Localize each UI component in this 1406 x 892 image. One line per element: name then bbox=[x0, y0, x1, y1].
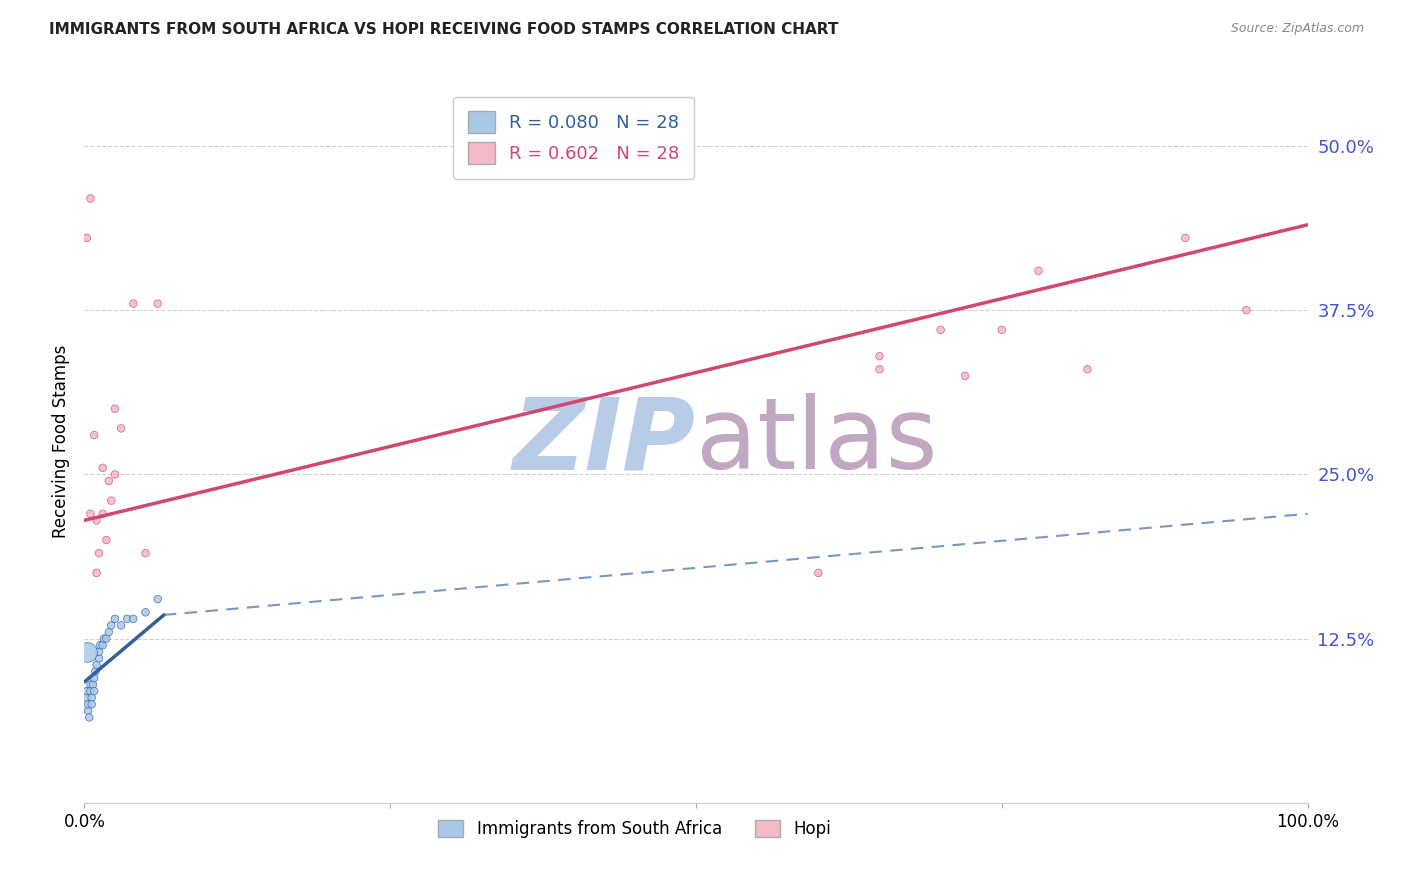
Point bbox=[146, 296, 169, 310]
Point bbox=[87, 651, 110, 665]
Point bbox=[869, 362, 891, 376]
Text: ZIP: ZIP bbox=[513, 393, 696, 490]
Point bbox=[807, 566, 830, 580]
Point bbox=[1076, 362, 1098, 376]
Point bbox=[76, 645, 98, 659]
Point bbox=[135, 605, 157, 619]
Point bbox=[76, 690, 98, 705]
Y-axis label: Receiving Food Stamps: Receiving Food Stamps bbox=[52, 345, 70, 538]
Point bbox=[115, 612, 138, 626]
Point bbox=[929, 323, 952, 337]
Point bbox=[104, 401, 127, 416]
Point bbox=[1028, 264, 1050, 278]
Point bbox=[110, 421, 132, 435]
Point bbox=[87, 645, 110, 659]
Point bbox=[76, 231, 98, 245]
Point bbox=[77, 698, 100, 712]
Legend: Immigrants from South Africa, Hopi: Immigrants from South Africa, Hopi bbox=[432, 814, 838, 845]
Point bbox=[79, 192, 101, 206]
Point bbox=[100, 618, 122, 632]
Text: Source: ZipAtlas.com: Source: ZipAtlas.com bbox=[1230, 22, 1364, 36]
Text: atlas: atlas bbox=[696, 393, 938, 490]
Point bbox=[953, 368, 976, 383]
Point bbox=[80, 698, 103, 712]
Point bbox=[83, 428, 105, 442]
Point bbox=[86, 566, 108, 580]
Text: IMMIGRANTS FROM SOUTH AFRICA VS HOPI RECEIVING FOOD STAMPS CORRELATION CHART: IMMIGRANTS FROM SOUTH AFRICA VS HOPI REC… bbox=[49, 22, 838, 37]
Point bbox=[91, 507, 114, 521]
Point bbox=[91, 460, 114, 475]
Point bbox=[84, 665, 107, 679]
Point bbox=[86, 513, 108, 527]
Point bbox=[135, 546, 157, 560]
Point bbox=[104, 612, 127, 626]
Point bbox=[97, 625, 120, 640]
Point bbox=[77, 710, 100, 724]
Point bbox=[869, 349, 891, 363]
Point bbox=[146, 592, 169, 607]
Point bbox=[77, 704, 100, 718]
Point bbox=[89, 638, 111, 652]
Point bbox=[79, 507, 101, 521]
Point bbox=[122, 612, 145, 626]
Point bbox=[1174, 231, 1197, 245]
Point bbox=[122, 296, 145, 310]
Point bbox=[97, 474, 120, 488]
Point bbox=[100, 493, 122, 508]
Point bbox=[110, 618, 132, 632]
Point bbox=[86, 657, 108, 672]
Point bbox=[80, 690, 103, 705]
Point bbox=[991, 323, 1014, 337]
Point bbox=[104, 467, 127, 482]
Point bbox=[91, 638, 114, 652]
Point bbox=[82, 677, 104, 691]
Point bbox=[79, 677, 101, 691]
Point bbox=[87, 546, 110, 560]
Point bbox=[1236, 303, 1258, 318]
Point bbox=[76, 684, 98, 698]
Point bbox=[83, 671, 105, 685]
Point bbox=[83, 684, 105, 698]
Point bbox=[96, 632, 118, 646]
Point bbox=[96, 533, 118, 547]
Point bbox=[93, 632, 115, 646]
Point bbox=[79, 684, 101, 698]
